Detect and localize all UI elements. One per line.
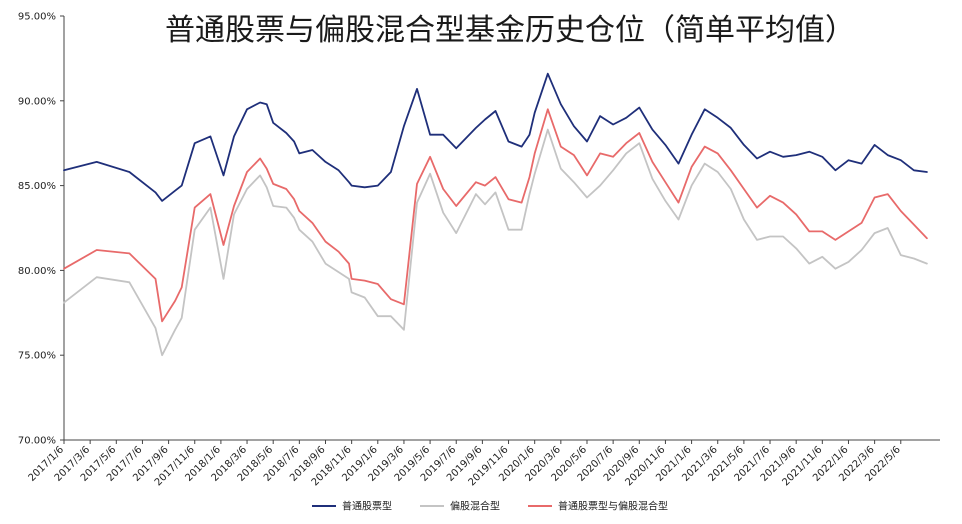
legend: 普通股票型 偏股混合型 普通股票型与偏股混合型 <box>312 500 668 513</box>
legend-label: 偏股混合型 <box>450 500 500 513</box>
series-line <box>63 108 928 323</box>
series-line <box>63 128 928 357</box>
y-tick-label: 70.00% <box>18 436 56 447</box>
y-tick-label: 75.00% <box>18 351 56 362</box>
series-line <box>63 72 928 202</box>
legend-label: 普通股票型 <box>342 500 392 513</box>
legend-item: 普通股票型与偏股混合型 <box>528 500 668 513</box>
y-tick-label: 95.00% <box>18 12 56 23</box>
y-tick-label: 90.00% <box>18 96 56 107</box>
y-tick-label: 85.00% <box>18 181 56 192</box>
plot-area: 70.00%75.00%80.00%85.00%90.00%95.00%2017… <box>18 12 940 488</box>
chart-title: 普通股票与偏股混合型基金历史仓位（简单平均值） <box>165 13 855 48</box>
legend-item: 普通股票型 <box>312 500 392 513</box>
legend-label: 普通股票型与偏股混合型 <box>558 500 668 513</box>
legend-item: 偏股混合型 <box>420 500 500 513</box>
y-tick-label: 80.00% <box>18 266 56 277</box>
